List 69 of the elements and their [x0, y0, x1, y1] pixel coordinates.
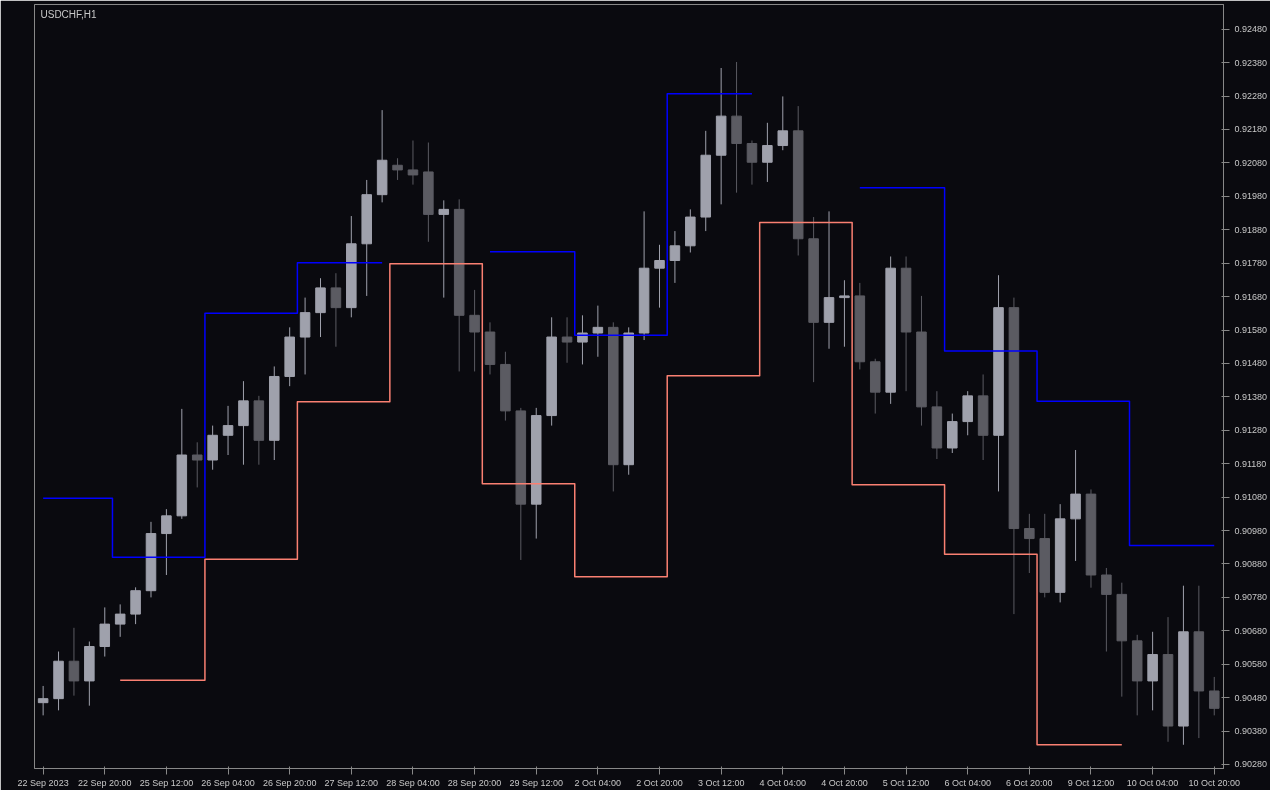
y-tick-label: 0.91080 — [1234, 492, 1268, 503]
candlestick — [191, 441, 203, 488]
y-tick-label: 0.90580 — [1234, 659, 1268, 670]
y-tick-label: 0.91680 — [1234, 291, 1268, 302]
candlestick — [37, 685, 49, 716]
candlestick — [222, 405, 234, 456]
y-tick-label: 0.92080 — [1234, 157, 1268, 168]
y-tick-label: 0.90480 — [1234, 692, 1268, 703]
candlestick — [746, 140, 758, 186]
x-tick-label: 6 Oct 04:00 — [944, 777, 991, 788]
candlestick — [130, 586, 141, 625]
y-tick-label: 0.91980 — [1234, 191, 1268, 202]
candlestick — [330, 272, 342, 348]
candlestick — [577, 314, 588, 365]
candlestick — [1101, 567, 1112, 653]
y-tick-label: 0.91280 — [1234, 425, 1268, 436]
x-tick-label: 28 Sep 04:00 — [386, 777, 440, 788]
candlestick — [407, 140, 419, 186]
y-tick-label: 0.91780 — [1234, 258, 1268, 269]
y-tick-label: 0.90780 — [1234, 592, 1268, 603]
x-tick-label: 3 Oct 12:00 — [697, 777, 745, 788]
candlestick — [777, 95, 789, 151]
y-tick-label: 0.90680 — [1234, 625, 1268, 636]
y-tick-label: 0.92480 — [1234, 24, 1268, 35]
x-tick-label: 26 Sep 20:00 — [262, 777, 317, 788]
x-tick-label: 25 Sep 12:00 — [139, 777, 194, 788]
y-tick-label: 0.90380 — [1234, 726, 1268, 737]
y-tick-label: 0.90880 — [1234, 558, 1268, 569]
candlestick — [669, 230, 681, 284]
candlestick — [654, 244, 665, 309]
candlestick — [392, 157, 403, 181]
candlestick — [839, 279, 850, 348]
y-tick-label: 0.91880 — [1234, 224, 1268, 235]
x-tick-label: 2 Oct 20:00 — [636, 777, 683, 788]
candlestick — [561, 316, 573, 364]
x-tick-label: 29 Sep 12:00 — [509, 777, 564, 788]
candlestick — [1208, 676, 1220, 716]
x-tick-label: 6 Oct 20:00 — [1006, 777, 1053, 788]
x-tick-label: 10 Oct 04:00 — [1126, 777, 1179, 788]
candlestick — [114, 603, 126, 638]
y-tick-label: 0.91180 — [1234, 458, 1267, 469]
y-tick-label: 0.90980 — [1234, 525, 1268, 536]
y-tick-label: 0.91580 — [1234, 325, 1268, 336]
y-tick-label: 0.91480 — [1234, 358, 1268, 369]
x-tick-label: 27 Sep 12:00 — [324, 777, 379, 788]
x-tick-label: 9 Oct 12:00 — [1067, 777, 1115, 788]
x-tick-label: 10 Oct 20:00 — [1188, 777, 1241, 788]
candlestick — [762, 122, 773, 183]
x-tick-label: 5 Oct 12:00 — [882, 777, 930, 788]
candlestick — [161, 508, 172, 576]
x-tick-label: 26 Sep 04:00 — [201, 777, 255, 788]
candlestick — [99, 606, 111, 658]
candlestick — [592, 305, 604, 358]
candlestick — [68, 627, 80, 697]
x-tick-label: 22 Sep 2023 — [17, 777, 69, 788]
candlestick — [438, 199, 450, 299]
x-tick-label: 22 Sep 20:00 — [77, 777, 132, 788]
x-tick-label: 4 Oct 04:00 — [759, 777, 807, 788]
x-tick-label: 28 Sep 20:00 — [447, 777, 502, 788]
candlestick — [469, 289, 480, 372]
y-tick-label: 0.92280 — [1234, 91, 1268, 102]
y-tick-label: 0.91380 — [1234, 391, 1268, 402]
candlestick — [1024, 513, 1035, 574]
y-tick-label: 0.92380 — [1234, 57, 1268, 68]
x-tick-label: 4 Oct 20:00 — [821, 777, 868, 788]
x-tick-label: 2 Oct 04:00 — [574, 777, 622, 788]
chart-title: USDCHF,H1 — [40, 8, 98, 20]
y-tick-label: 0.90280 — [1234, 759, 1268, 770]
y-tick-label: 0.92180 — [1234, 124, 1268, 135]
